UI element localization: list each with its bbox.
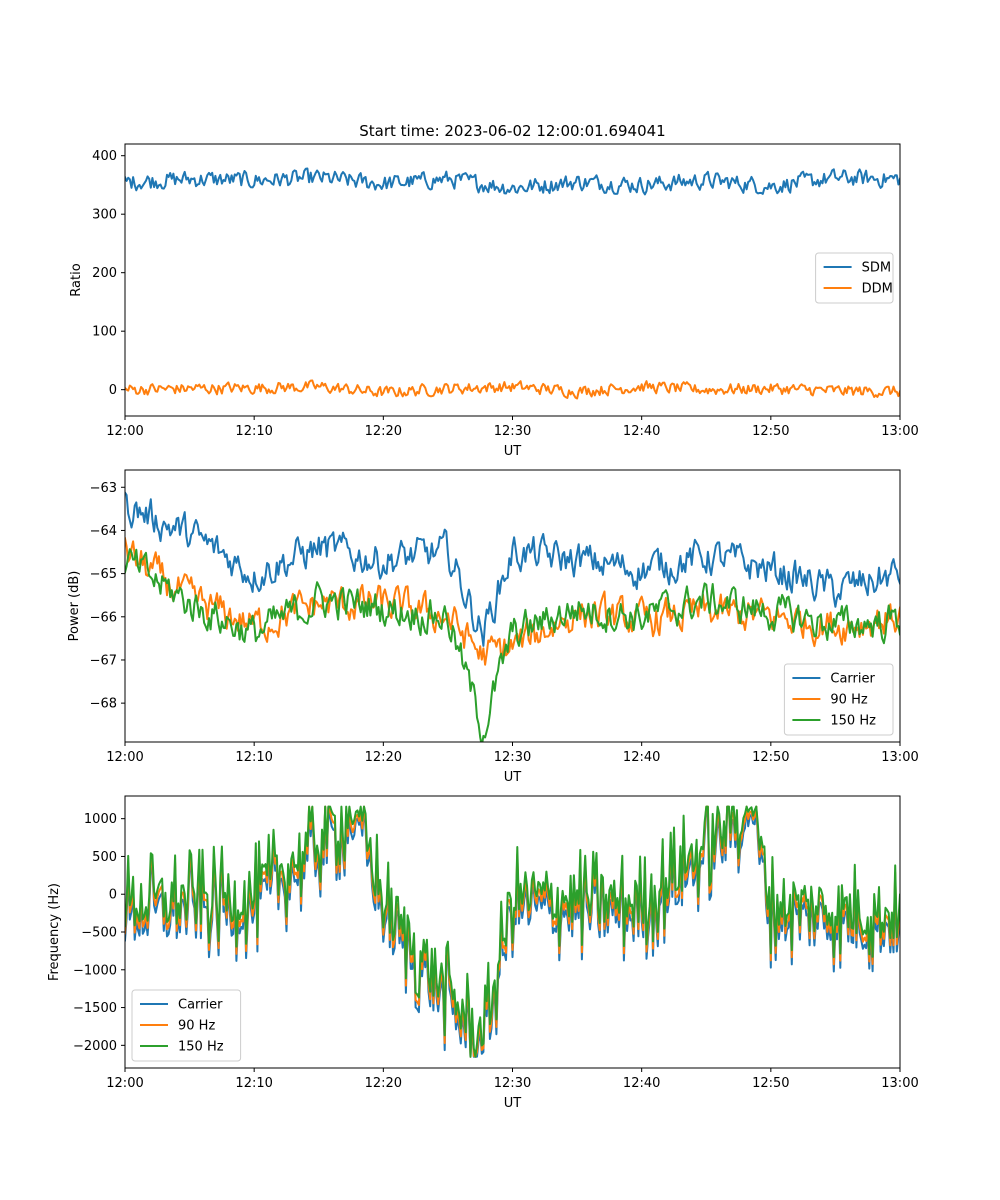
frequency-x-tick-label: 12:50 (752, 1076, 789, 1091)
frequency-legend-label: 150 Hz (178, 1040, 224, 1055)
power-y-tick-label: −67 (90, 653, 117, 668)
frequency-x-tick-label: 13:00 (881, 1076, 918, 1091)
power-x-tick-label: 12:40 (623, 750, 660, 765)
power-series-carrier (125, 491, 900, 647)
frequency-y-tick-label: 500 (92, 850, 117, 865)
frequency-legend: Carrier 90 Hz 150 Hz (131, 989, 242, 1062)
frequency-x-tick-label: 12:00 (106, 1076, 143, 1091)
frequency-y-tick-label: 1000 (84, 812, 117, 827)
power-y-axis-label: Power (dB) (67, 571, 82, 642)
ratio-series-ddm (125, 379, 900, 400)
frequency-x-tick-label: 12:40 (623, 1076, 660, 1091)
ratio-y-tick-label: 0 (109, 383, 117, 398)
ratio-y-axis-label: Ratio (69, 263, 84, 296)
power-axes-frame (124, 469, 901, 743)
power-legend-label: Carrier (830, 672, 875, 687)
power-x-tick-label: 13:00 (881, 750, 918, 765)
power-legend-frame (783, 663, 894, 736)
frequency-x-axis-label: UT (504, 1096, 522, 1111)
ratio-x-tick-label: 12:40 (623, 424, 660, 439)
power-x-tick-label: 12:10 (235, 750, 272, 765)
frequency-series-150-hz (125, 805, 900, 1058)
frequency-series-carrier (125, 805, 900, 1058)
frequency-legend-label: Carrier (178, 998, 223, 1013)
power-series-90-hz (125, 537, 900, 666)
power-y-tick-label: −66 (90, 610, 117, 625)
ratio-legend-label: DDM (862, 282, 893, 297)
ratio-x-tick-label: 12:20 (365, 424, 402, 439)
frequency-legend-label: 90 Hz (178, 1019, 215, 1034)
power-x-axis-label: UT (504, 770, 522, 785)
ratio-series-sdm (125, 167, 900, 196)
power-y-tick-label: −63 (90, 481, 117, 496)
power-legend: Carrier 90 Hz 150 Hz (783, 663, 894, 736)
ratio-legend: SDM DDM (815, 252, 894, 304)
power-y-tick-label: −68 (90, 697, 117, 712)
frequency-legend-frame (131, 989, 242, 1062)
power-x-tick-label: 12:00 (106, 750, 143, 765)
frequency-y-axis-label: Frequency (Hz) (47, 883, 62, 981)
power-x-tick-label: 12:50 (752, 750, 789, 765)
ratio-panel: 12:00 12:10 12:20 12:30 12:40 12:50 13:00 UT 0 10… (69, 143, 919, 459)
ratio-legend-label: SDM (862, 261, 891, 276)
frequency-y-tick-label: −500 (81, 926, 117, 941)
frequency-panel: 12:00 12:10 12:20 12:30 12:40 12:50 13:00 UT 100… (47, 795, 919, 1111)
power-x-tick-label: 12:20 (365, 750, 402, 765)
frequency-y-tick-label: −1000 (73, 963, 117, 978)
ratio-x-tick-label: 12:00 (106, 424, 143, 439)
frequency-x-tick-label: 12:20 (365, 1076, 402, 1091)
ratio-y-tick-label: 200 (92, 266, 117, 281)
ratio-x-tick-label: 12:50 (752, 424, 789, 439)
power-series-150-hz (125, 548, 900, 742)
figure-title: Start time: 2023-06-02 12:00:01.694041 (359, 122, 665, 140)
power-panel: 12:00 12:10 12:20 12:30 12:40 12:50 13:00 UT −63… (67, 469, 919, 785)
power-legend-label: 150 Hz (830, 714, 876, 729)
power-legend-label: 90 Hz (830, 693, 867, 708)
frequency-x-tick-label: 12:10 (235, 1076, 272, 1091)
frequency-y-tick-label: −2000 (73, 1039, 117, 1054)
ratio-y-tick-label: 400 (92, 149, 117, 164)
power-y-tick-label: −64 (90, 524, 117, 539)
frequency-x-tick-label: 12:30 (494, 1076, 531, 1091)
ratio-y-tick-label: 300 (92, 208, 117, 223)
power-y-tick-label: −65 (90, 567, 117, 582)
ratio-legend-frame (815, 252, 894, 304)
frequency-series-90-hz (125, 805, 900, 1058)
power-x-tick-label: 12:30 (494, 750, 531, 765)
ratio-x-axis-label: UT (504, 444, 522, 459)
frequency-y-tick-label: 0 (109, 888, 117, 903)
frequency-y-tick-label: −1500 (73, 1001, 117, 1016)
ratio-y-tick-label: 100 (92, 325, 117, 340)
ratio-x-tick-label: 12:10 (235, 424, 272, 439)
ratio-x-tick-label: 13:00 (881, 424, 918, 439)
ratio-x-tick-label: 12:30 (494, 424, 531, 439)
